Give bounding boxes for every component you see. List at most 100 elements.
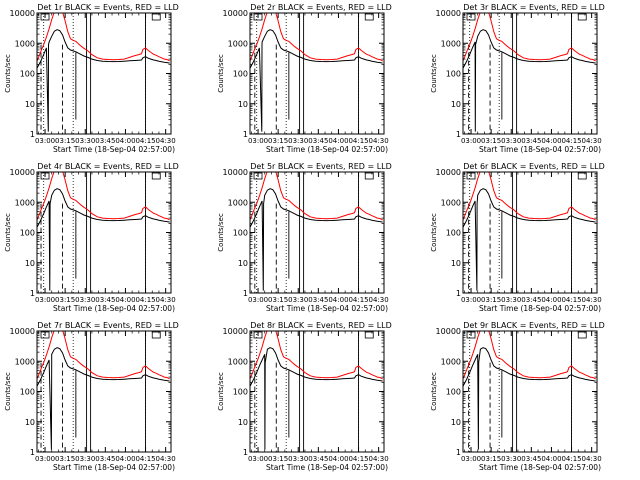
x-axis-label: Start Time (18-Sep-04 02:57:00) (266, 304, 388, 313)
panel-title: Det 6r BLACK = Events, RED = LLD (463, 162, 605, 171)
x-axis-label: Start Time (18-Sep-04 02:57:00) (53, 304, 175, 313)
x-tick-label: 03:30 (288, 137, 308, 145)
x-tick-label: 04:30 (156, 296, 176, 304)
box-marker (364, 172, 374, 180)
events-series-line (463, 347, 596, 450)
plot-area (463, 172, 596, 293)
box-marker (364, 13, 374, 21)
events-series-line (250, 188, 383, 291)
y-tick-label: 1 (456, 448, 461, 457)
panel-title: Det 4r BLACK = Events, RED = LLD (37, 162, 179, 171)
y-axis-label: Counts/sec (430, 54, 438, 93)
y-tick-label: 1 (243, 289, 248, 298)
y-tick-label: 1 (30, 448, 35, 457)
x-axis-label: Start Time (18-Sep-04 02:57:00) (479, 463, 601, 472)
y-tick-label: 1000 (15, 39, 35, 48)
plot-area (37, 172, 170, 293)
y-axis-label: Counts/sec (430, 213, 438, 252)
x-tick-label: 03:15 (55, 137, 75, 145)
plot-area (250, 13, 383, 134)
plot-area (37, 331, 170, 452)
x-tick-label: 03:00 (461, 137, 481, 145)
detector-panel-3: 1 10 100 1000 10000 03:00 03:15 03:30 03:45 04:00… (430, 3, 605, 154)
plot-area (463, 331, 596, 452)
x-tick-label: 04:15 (135, 137, 155, 145)
y-tick-label: 1 (243, 448, 248, 457)
y-tick-label: 100 (20, 70, 35, 79)
plot-frame (249, 171, 385, 294)
x-tick-label: 03:30 (501, 137, 521, 145)
x-tick-label: 03:15 (481, 137, 501, 145)
x-tick-label: 04:15 (348, 455, 368, 463)
y-tick-label: 10 (451, 259, 461, 268)
y-axis-label: Counts/sec (430, 372, 438, 411)
x-tick-label: 03:15 (268, 455, 288, 463)
y-axis-label: Counts/sec (217, 213, 225, 252)
x-tick-label: 04:30 (156, 455, 176, 463)
x-tick-label: 04:15 (561, 296, 581, 304)
x-tick-label: 03:30 (75, 137, 95, 145)
y-tick-label: 100 (233, 388, 248, 397)
x-tick-label: 03:30 (501, 296, 521, 304)
y-tick-label: 1000 (228, 198, 248, 207)
x-axis-label: Start Time (18-Sep-04 02:57:00) (266, 463, 388, 472)
x-tick-label: 03:45 (308, 137, 328, 145)
lld-series-line (250, 13, 383, 62)
y-tick-label: 100 (233, 229, 248, 238)
y-axis-label: Counts/sec (4, 213, 12, 252)
plot-frame (462, 330, 598, 453)
x-axis-label: Start Time (18-Sep-04 02:57:00) (479, 145, 601, 154)
y-tick-label: 1 (243, 130, 248, 139)
detector-panel-1: 1 10 100 1000 10000 03:00 03:15 03:30 03:45 04:00… (4, 3, 179, 154)
x-tick-label: 03:15 (55, 296, 75, 304)
plot-area (250, 172, 383, 293)
y-tick-label: 100 (20, 229, 35, 238)
x-tick-label: 04:15 (135, 455, 155, 463)
x-tick-label: 04:00 (328, 455, 348, 463)
x-tick-label: 04:30 (369, 137, 389, 145)
x-tick-label: 03:45 (521, 296, 541, 304)
y-tick-label: 10 (25, 100, 35, 109)
lld-series-line (37, 172, 170, 221)
x-tick-label: 03:00 (35, 296, 55, 304)
y-tick-label: 1000 (15, 198, 35, 207)
x-tick-label: 04:15 (561, 137, 581, 145)
x-tick-label: 04:15 (561, 455, 581, 463)
y-tick-label: 100 (446, 388, 461, 397)
y-tick-label: 100 (233, 70, 248, 79)
plot-frame (36, 12, 172, 135)
lld-series-line (463, 13, 596, 62)
panel-title: Det 3r BLACK = Events, RED = LLD (463, 3, 605, 12)
y-tick-label: 10 (25, 259, 35, 268)
plot-frame (462, 12, 598, 135)
detector-panel-2: 1 10 100 1000 10000 03:00 03:15 03:30 03:45 04:00… (217, 3, 392, 154)
x-tick-label: 04:30 (582, 137, 602, 145)
x-tick-label: 03:00 (461, 296, 481, 304)
lld-series-line (463, 172, 596, 221)
x-axis-label: Start Time (18-Sep-04 02:57:00) (479, 304, 601, 313)
y-tick-label: 1 (456, 289, 461, 298)
x-tick-label: 03:00 (248, 137, 268, 145)
x-tick-label: 04:15 (135, 296, 155, 304)
plot-frame (249, 330, 385, 453)
lld-series-line (250, 331, 383, 380)
x-tick-label: 03:45 (95, 296, 115, 304)
box-marker (364, 331, 374, 339)
y-tick-label: 1000 (441, 357, 461, 366)
x-axis-label: Start Time (18-Sep-04 02:57:00) (266, 145, 388, 154)
detector-panel-6: 1 10 100 1000 10000 03:00 03:15 03:30 03:45 04:00… (430, 162, 605, 313)
y-tick-label: 1 (456, 130, 461, 139)
events-series-line (37, 29, 170, 132)
events-series-line (250, 29, 383, 132)
x-axis-label: Start Time (18-Sep-04 02:57:00) (53, 463, 175, 472)
plot-frame (36, 330, 172, 453)
x-tick-label: 03:00 (35, 137, 55, 145)
box-marker (577, 331, 587, 339)
panel-title: Det 2r BLACK = Events, RED = LLD (250, 3, 392, 12)
x-tick-label: 03:15 (55, 455, 75, 463)
y-tick-label: 100 (446, 229, 461, 238)
y-tick-label: 10 (238, 418, 248, 427)
y-tick-label: 1000 (15, 357, 35, 366)
detector-panel-7: 1 10 100 1000 10000 03:00 03:15 03:30 03:45 04:00… (4, 321, 179, 472)
